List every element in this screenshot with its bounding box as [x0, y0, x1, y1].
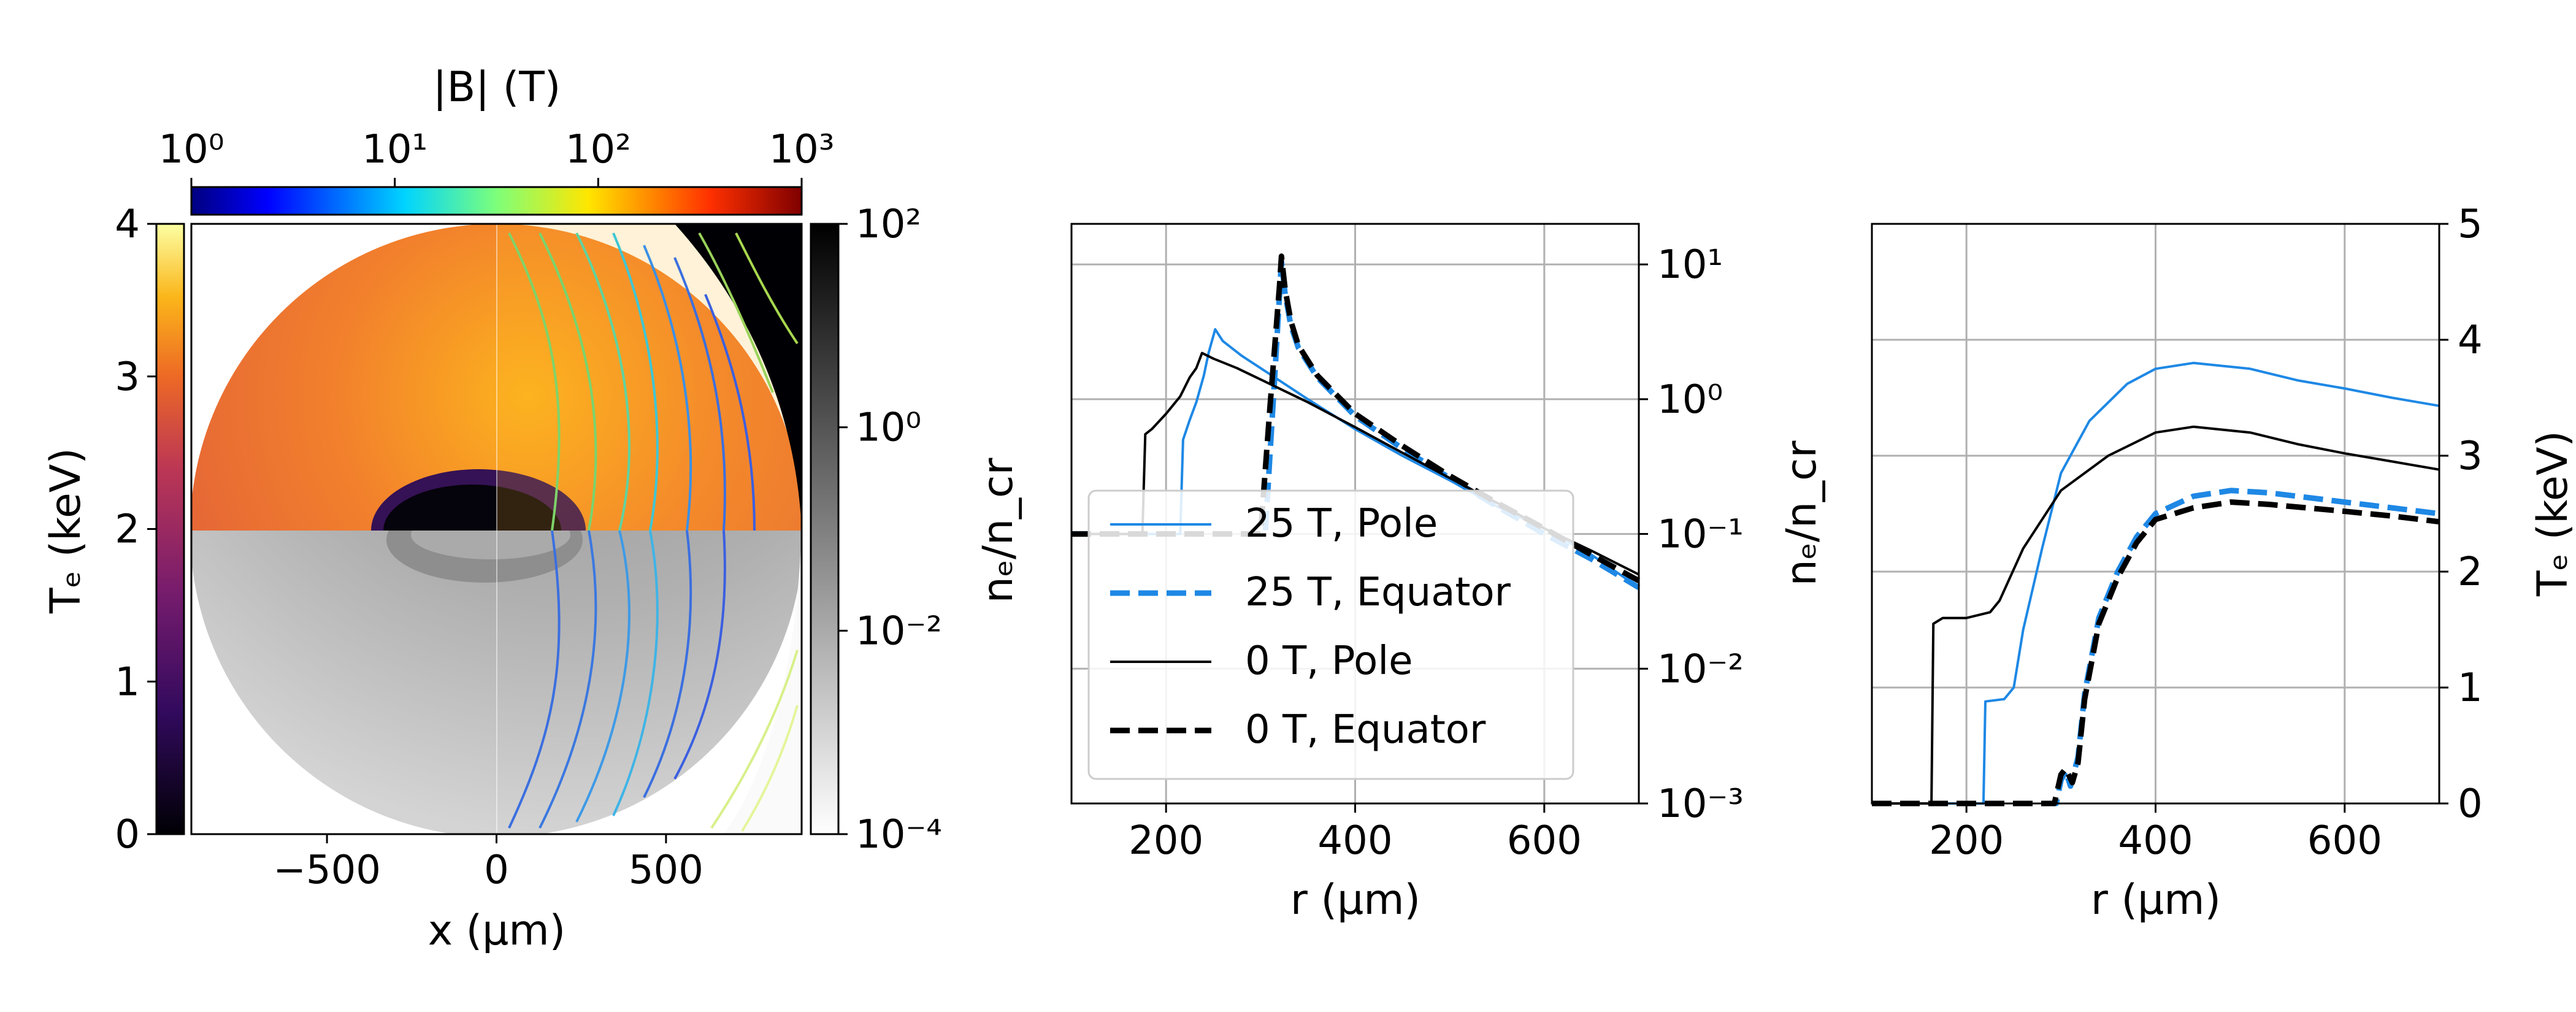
legend-entry-label: 0 T, Equator — [1245, 707, 1486, 753]
ytick-label: 10⁻² — [1657, 646, 1744, 692]
panel-a-x-ticks: −500 0 500 — [273, 834, 703, 893]
colorbar-ne-label: nₑ/n_cr — [974, 458, 1022, 604]
colorbar-b-label: |B| (T) — [433, 63, 561, 112]
panel-c-series — [1872, 361, 2440, 807]
legend-entry-label: 25 T, Pole — [1245, 501, 1438, 546]
ytick-label: 0 — [2458, 781, 2483, 827]
panel-b-ticks: 200 400 600 10⁻³ 10⁻² 10⁻¹ 10⁰ 10¹ — [1129, 242, 1744, 864]
panel-a-xtick-label: 500 — [629, 848, 703, 893]
colorbar-b-tick-label: 10⁰ — [158, 127, 224, 172]
field-lines — [508, 232, 799, 832]
colorbar-ne-tick-label: 10⁻⁴ — [856, 812, 942, 857]
legend-box — [1087, 489, 1574, 780]
ytick-label: 5 — [2458, 202, 2483, 247]
series-line-0 — [1872, 361, 2440, 805]
panel-b-ylabel: nₑ/n_cr — [1777, 441, 1826, 586]
colorbar-te-ticks: 0 1 2 3 4 — [115, 202, 156, 857]
xtick-label: 600 — [1507, 818, 1582, 864]
panel-a-xlabel: x (μm) — [428, 907, 565, 955]
legend-entry-label: 25 T, Equator — [1245, 570, 1511, 615]
xtick-label: 400 — [2118, 818, 2193, 864]
panel-b-xlabel: r (μm) — [1290, 876, 1420, 924]
series-line-2 — [1872, 425, 2440, 805]
colorbar-ne-tick-label: 10⁰ — [856, 405, 921, 451]
ytick-label: 10¹ — [1657, 242, 1723, 288]
series-line-3 — [1872, 499, 2440, 807]
xtick-label: 600 — [2307, 818, 2382, 864]
panel-b-legend: 25 T, Pole 25 T, Equator 0 T, Pole 0 T, Equ… — [1087, 489, 1574, 780]
panel-c-xlabel: r (μm) — [2091, 876, 2221, 924]
colorbar-ne: 10⁻⁴ 10⁻² 10⁰ 10² nₑ/n_cr — [810, 202, 1022, 857]
panel-c-ylabel: Tₑ (keV) — [2529, 431, 2576, 597]
colorbar-b-ticks: 10⁰ 10¹ 10² 10³ — [158, 127, 835, 187]
panel-c-temperature-plot: 200 400 600 0 1 2 3 4 5 r (μm) Tₑ (keV) — [1871, 202, 2576, 924]
colorbar-b-tick-label: 10² — [565, 127, 631, 172]
colorbar-te: 0 1 2 3 4 Tₑ (keV) — [42, 202, 185, 857]
colorbar-ne-tick-label: 10² — [856, 202, 921, 247]
xtick-label: 400 — [1317, 818, 1392, 864]
colorbar-ne-ticks: 10⁻⁴ 10⁻² 10⁰ 10² — [838, 202, 942, 857]
colorbar-te-tick-label: 1 — [115, 659, 140, 705]
ytick-label: 10⁻³ — [1657, 781, 1744, 827]
ytick-label: 10⁻¹ — [1657, 512, 1744, 558]
panel-c-ticks: 200 400 600 0 1 2 3 4 5 — [1929, 202, 2483, 864]
ytick-label: 10⁰ — [1657, 377, 1723, 423]
ytick-label: 1 — [2458, 665, 2483, 711]
xtick-label: 200 — [1129, 818, 1203, 864]
ytick-label: 4 — [2458, 318, 2483, 363]
colorbar-b: 10⁰ 10¹ 10² 10³ |B| (T) — [158, 63, 835, 216]
ytick-label: 2 — [2458, 550, 2483, 595]
colorbar-b-tick-label: 10¹ — [362, 127, 427, 172]
colorbar-b-tick-label: 10³ — [769, 127, 834, 172]
colorbar-te-tick-label: 3 — [115, 355, 140, 400]
panel-a-xtick-label: 0 — [484, 848, 509, 893]
colorbar-te-tick-label: 4 — [115, 202, 140, 247]
panel-a-xtick-label: −500 — [273, 848, 381, 893]
panel-a-map: −500 0 500 x (μm) — [190, 223, 803, 955]
colorbar-te-tick-label: 2 — [115, 507, 140, 553]
xtick-label: 200 — [1929, 818, 2004, 864]
colorbar-te-tick-label: 0 — [115, 812, 140, 857]
colorbar-ne-tick-label: 10⁻² — [856, 608, 942, 654]
legend-entry-label: 0 T, Pole — [1245, 638, 1413, 684]
colorbar-te-label: Tₑ (keV) — [42, 448, 90, 614]
ytick-label: 3 — [2458, 434, 2483, 479]
